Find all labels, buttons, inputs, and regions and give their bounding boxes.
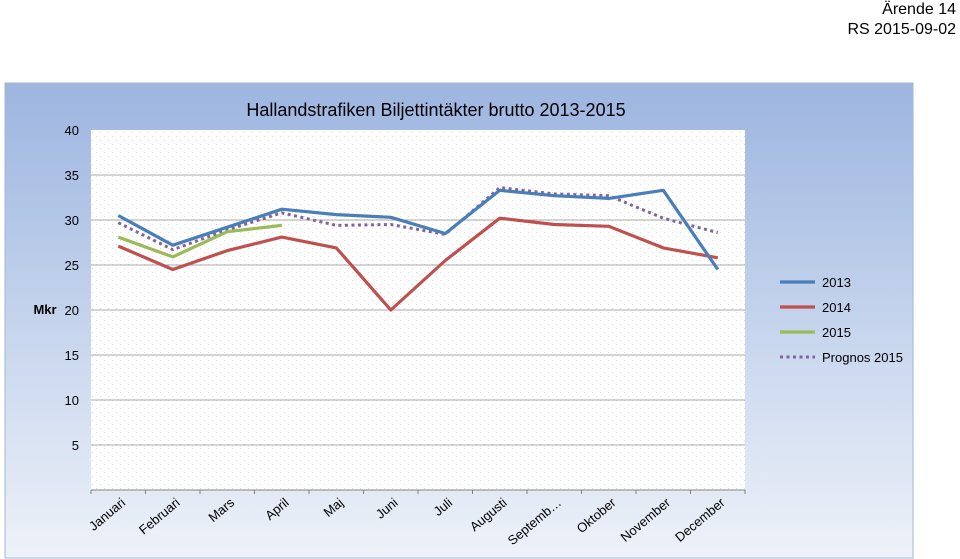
y-tick-label: 30 <box>65 213 79 228</box>
series-lines <box>117 186 720 312</box>
gridlines <box>91 174 745 446</box>
y-axis-label: Mkr <box>33 302 56 317</box>
case-number: Ärende 14 <box>882 1 956 18</box>
meeting-date: RS 2015-09-02 <box>847 21 956 38</box>
series-line-2013 <box>117 188 720 271</box>
y-tick-label: 25 <box>65 258 79 273</box>
legend-label: 2014 <box>822 300 851 315</box>
series-line-prognos-2015 <box>117 186 719 252</box>
y-tick-labels: 5 10 15 20 25 30 35 40 <box>65 123 79 453</box>
y-tick-label: 5 <box>72 438 79 453</box>
y-tick-label: 40 <box>65 123 79 138</box>
legend-label: 2015 <box>822 325 851 340</box>
chart-title: Hallandstrafiken Biljettintäkter brutto … <box>246 100 625 120</box>
y-tick-label: 35 <box>65 168 79 183</box>
y-tick-label: 10 <box>65 393 79 408</box>
series-line-2015 <box>117 223 282 259</box>
legend-label: Prognos 2015 <box>822 350 903 365</box>
series-line-2014 <box>117 216 719 312</box>
legend-label: 2013 <box>822 275 851 290</box>
y-tick-label: 15 <box>65 348 79 363</box>
y-tick-label: 20 <box>65 303 79 318</box>
legend: 2013 2014 2015 Prognos 2015 <box>780 275 903 365</box>
document-header: Ärende 14 RS 2015-09-02 <box>847 0 956 40</box>
